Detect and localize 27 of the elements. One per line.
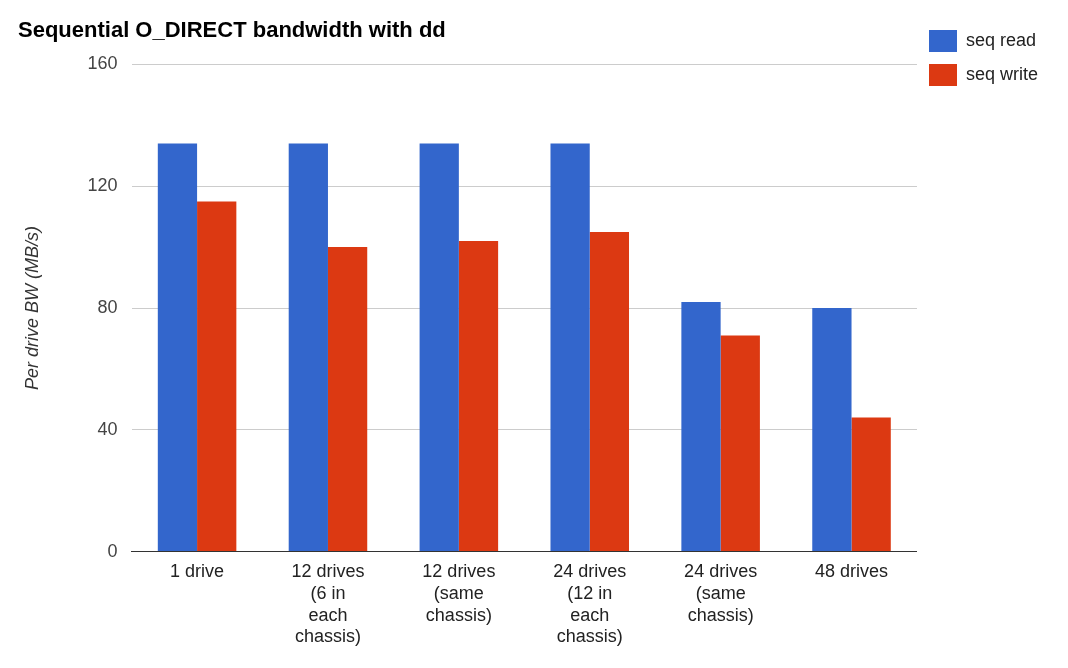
bar	[327, 247, 368, 552]
y-tick-label: 160	[87, 53, 118, 74]
bar	[157, 143, 198, 552]
legend-label: seq write	[965, 63, 1038, 84]
x-tick-label: 24 drives (12 in each chassis)	[553, 561, 627, 647]
bar	[550, 143, 590, 552]
x-tick-label: 12 drives (6 in each chassis)	[291, 561, 365, 647]
y-tick-label: 120	[87, 175, 118, 196]
bar	[720, 335, 760, 552]
y-tick-label: 0	[107, 540, 118, 561]
bar	[197, 201, 237, 552]
y-axis-title: Per drive BW (MB/s)	[21, 225, 42, 391]
y-tick-label: 80	[97, 296, 118, 317]
bar	[812, 308, 852, 552]
x-tick-label: 1 drive	[170, 561, 225, 582]
bar	[589, 231, 630, 552]
x-tick-label: 24 drives (same chassis)	[684, 561, 758, 625]
bar	[288, 143, 328, 552]
x-tick-label: 12 drives (same chassis)	[422, 561, 496, 625]
bar	[851, 417, 891, 552]
x-tick-label: 48 drives	[815, 561, 889, 582]
bar	[419, 143, 459, 552]
bar	[681, 301, 721, 552]
bar	[458, 241, 499, 552]
chart-title: Sequential O_DIRECT bandwidth with dd	[18, 17, 446, 43]
legend-label: seq read	[965, 29, 1037, 50]
y-tick-label: 40	[97, 418, 118, 439]
